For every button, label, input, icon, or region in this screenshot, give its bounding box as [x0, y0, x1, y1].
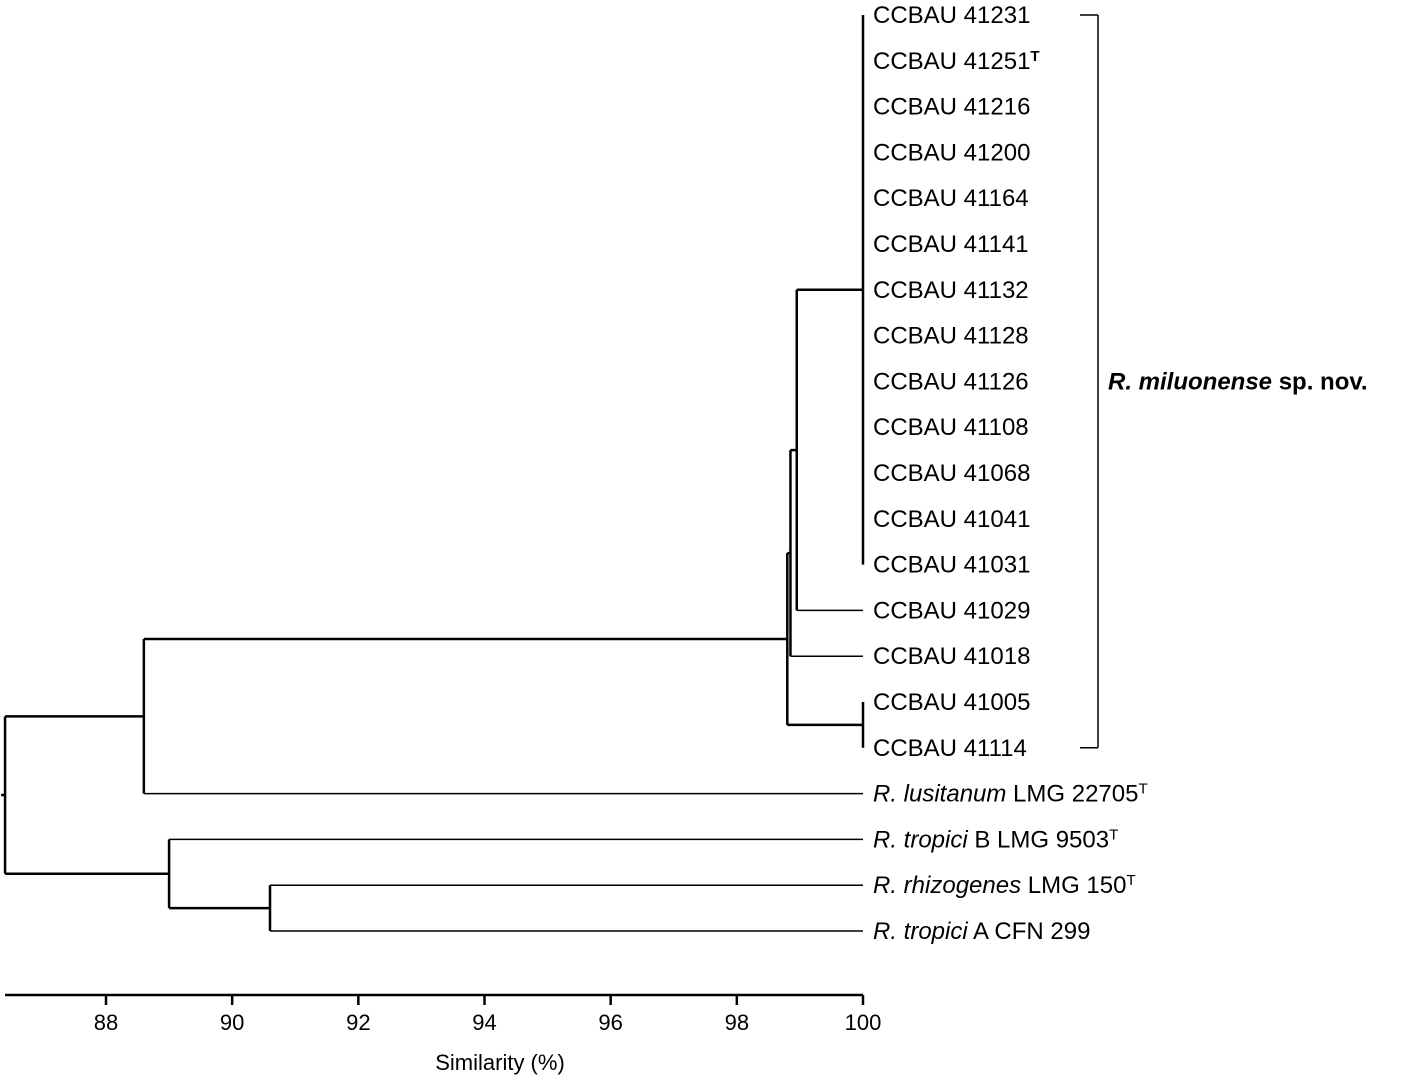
x-tick-label: 98	[725, 1010, 749, 1035]
leaf-label: CCBAU 41200	[873, 139, 1030, 166]
leaf-label: R. tropici A CFN 299	[873, 918, 1090, 945]
leaf-label: CCBAU 41031	[873, 552, 1030, 579]
label-part: T	[1030, 47, 1039, 64]
label-part: T	[1109, 826, 1118, 843]
label-part: CCBAU 41132	[873, 277, 1029, 304]
leaf-label: CCBAU 41216	[873, 94, 1030, 121]
leaf-label: CCBAU 41005	[873, 689, 1030, 716]
species-group-label: R. miluonense sp. nov.	[1108, 368, 1368, 395]
leaf-label: CCBAU 41018	[873, 643, 1030, 670]
x-tick-label: 100	[845, 1010, 882, 1035]
label-part: CCBAU 41200	[873, 139, 1030, 166]
label-part: CCBAU 41041	[873, 506, 1030, 533]
leaf-label: CCBAU 41126	[873, 368, 1029, 395]
leaf-label: CCBAU 41141	[873, 231, 1029, 258]
leaf-label: CCBAU 41068	[873, 460, 1030, 487]
leaf-label: CCBAU 41132	[873, 277, 1029, 304]
label-part: R. tropici	[873, 826, 968, 853]
label-part: R. tropici	[873, 918, 968, 945]
label-part: CCBAU 41251	[873, 48, 1030, 75]
leaf-label: CCBAU 41128	[873, 323, 1029, 350]
leaf-label: CCBAU 41108	[873, 414, 1029, 441]
label-part: CCBAU 41114	[873, 735, 1027, 762]
label-part: CCBAU 41216	[873, 94, 1030, 121]
leaf-label: CCBAU 41029	[873, 597, 1030, 624]
label-part: B LMG 9503	[968, 826, 1109, 853]
label-part: CCBAU 41031	[873, 552, 1030, 579]
leaf-label: R. tropici B LMG 9503T	[873, 826, 1118, 854]
leaf-label: R. rhizogenes LMG 150T	[873, 872, 1136, 900]
x-tick-label: 92	[346, 1010, 370, 1035]
label-part: CCBAU 41141	[873, 231, 1029, 258]
x-tick-label: 96	[598, 1010, 622, 1035]
label-part: T	[1126, 872, 1135, 889]
x-tick-label: 94	[472, 1010, 496, 1035]
label-part: T	[1138, 780, 1147, 797]
label-part: LMG 22705	[1006, 781, 1138, 808]
label-part: CCBAU 41068	[873, 460, 1030, 487]
leaf-label: CCBAU 41114	[873, 735, 1027, 762]
dendrogram-branches	[1, 15, 865, 932]
label-part: CCBAU 41231	[873, 2, 1030, 29]
label-part: LMG 150	[1021, 872, 1126, 899]
leaf-label: CCBAU 41164	[873, 185, 1029, 212]
x-tick-label: 90	[220, 1010, 244, 1035]
species-group-bracket: R. miluonense sp. nov.	[1080, 14, 1368, 749]
label-part: R. rhizogenes	[873, 872, 1021, 899]
label-part: A CFN 299	[968, 918, 1091, 945]
label-part: R. miluonense	[1108, 368, 1272, 395]
label-part: R. lusitanum	[873, 781, 1006, 808]
label-part: CCBAU 41018	[873, 643, 1030, 670]
label-part: CCBAU 41108	[873, 414, 1029, 441]
x-axis-title: Similarity (%)	[435, 1050, 565, 1075]
leaf-label: CCBAU 41251T	[873, 47, 1040, 75]
label-part: CCBAU 41029	[873, 597, 1030, 624]
label-part: CCBAU 41164	[873, 185, 1029, 212]
label-part: CCBAU 41126	[873, 368, 1029, 395]
label-part: CCBAU 41128	[873, 323, 1029, 350]
leaf-label: CCBAU 41231	[873, 2, 1030, 29]
similarity-axis: Similarity (%) 88 90 92 94 96 98 100	[5, 993, 882, 1075]
leaf-label: R. lusitanum LMG 22705T	[873, 780, 1148, 808]
label-part: sp. nov.	[1272, 368, 1368, 395]
leaf-label: CCBAU 41041	[873, 506, 1030, 533]
x-tick-label: 88	[94, 1010, 118, 1035]
label-part: CCBAU 41005	[873, 689, 1030, 716]
